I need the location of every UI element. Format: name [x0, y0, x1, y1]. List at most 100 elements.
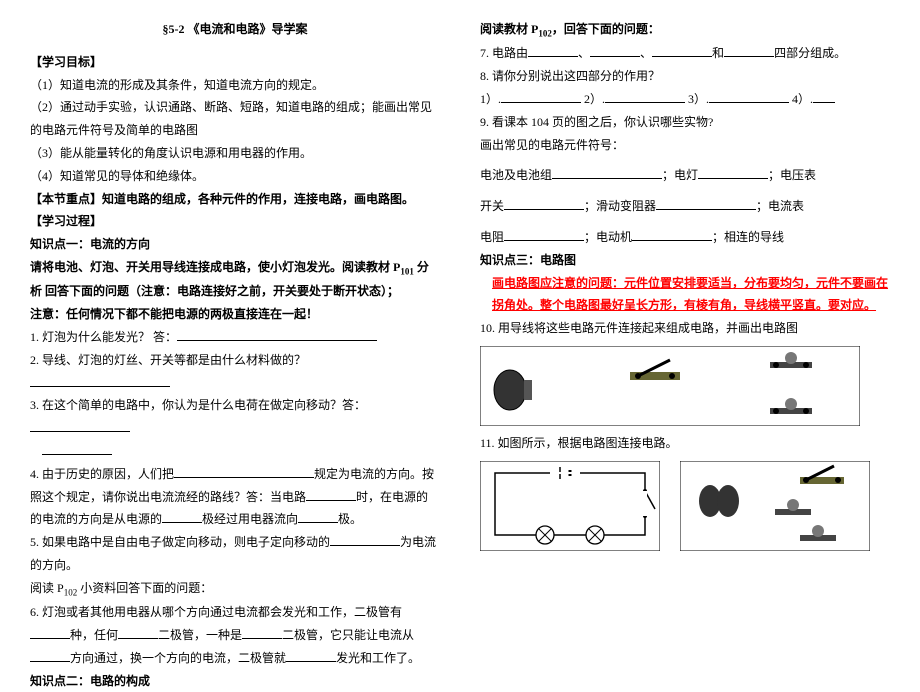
q9b: 画出常见的电路元件符号：: [480, 134, 890, 157]
kp1-intro-sub: 101: [400, 266, 414, 276]
read-head-sub: 102: [538, 28, 552, 38]
q1: 1. 灯泡为什么能发光？ 答：: [30, 326, 440, 349]
q8-parts: 1）. 2）. 3）. 4）.: [480, 88, 890, 111]
q3-text: 3. 在这个简单的电路中，你认为是什么电荷在做定向移动？答：: [30, 398, 366, 412]
q3: 3. 在这个简单的电路中，你认为是什么电荷在做定向移动？答：: [30, 394, 440, 440]
q7b: 、: [578, 46, 590, 60]
components-diagram-icon: [480, 346, 860, 426]
sym3a: 电阻: [480, 230, 504, 244]
q7c: 、: [640, 46, 652, 60]
q7: 7. 电路由、、和四部分组成。: [480, 42, 890, 65]
q8b4: [813, 89, 835, 103]
readp102-a: 阅读 P: [30, 581, 64, 595]
q5a: 5. 如果电路中是自由电子做定向移动，则电子定向移动的: [30, 535, 330, 549]
readp102-sub: 102: [64, 587, 78, 597]
physical-components-icon: [680, 461, 870, 551]
sym2a: 开关: [480, 199, 504, 213]
q7a: 7. 电路由: [480, 46, 528, 60]
kp1-warning: 注意：任何情况下都不能把电源的两极直接连在一起！: [30, 303, 440, 326]
q4a: 4. 由于历史的原因，人们把: [30, 467, 174, 481]
q3-blank: [30, 418, 130, 432]
sym3b: ；电动机: [584, 230, 632, 244]
read-head-b: ，回答下面的问题：: [552, 22, 660, 36]
goal-1: （1）知道电流的形成及其条件，知道电流方向的规定。: [30, 74, 440, 97]
sym2c: ；电流表: [756, 199, 804, 213]
kp2-heading: 知识点二：电路的构成: [30, 670, 440, 692]
sym1-blank1: [552, 165, 662, 179]
goal-2: （2）通过动手实验，认识通路、断路、短路，知道电路的组成；能画出常见的电路元件符…: [30, 96, 440, 142]
q8b1: [501, 89, 581, 103]
q4-blank2: [306, 486, 356, 500]
q8: 8. 请你分别说出这四部分的作用？: [480, 65, 890, 88]
kp1-intro-a: 请将电池、灯泡、开关用导线连接成电路，使小灯泡发光。阅读教材 P: [30, 260, 400, 274]
goals-heading: 【学习目标】: [30, 51, 440, 74]
process-heading: 【学习过程】: [30, 210, 440, 233]
q6a: 6. 灯泡或者其他用电器从哪个方向通过电流都会发光和工作，二极管有: [30, 605, 402, 619]
q8b2: [605, 89, 685, 103]
q4e: 极。: [338, 512, 362, 526]
q6-blank2: [118, 625, 158, 639]
q6-blank5: [286, 648, 336, 662]
q4-blank4: [298, 509, 338, 523]
focus-heading: 【本节重点】知道电路的组成，各种元件的作用，连接电路，画电路图。: [30, 188, 440, 211]
q6e: 方向通过，换一个方向的电流，二极管就: [70, 651, 286, 665]
sym-row-3: 电阻 ；电动机 ；相连的导线: [480, 226, 890, 249]
q5: 5. 如果电路中是自由电子做定向移动，则电子定向移动的为电流的方向。: [30, 531, 440, 577]
q2-blank: [30, 372, 170, 386]
q10-figure: [480, 346, 890, 426]
q4: 4. 由于历史的原因，人们把规定为电流的方向。按照这个规定，请你说出电流流经的路…: [30, 463, 440, 531]
q11-figure: [480, 461, 890, 551]
right-column: 阅读教材 P102，回答下面的问题： 7. 电路由、、和四部分组成。 8. 请你…: [480, 18, 890, 692]
q7-blank3: [652, 43, 712, 57]
sym1b: ；电灯: [662, 168, 698, 182]
read-p102: 阅读 P102 小资料回答下面的问题：: [30, 577, 440, 601]
readp102-b: 小资料回答下面的问题：: [77, 581, 212, 595]
q3-blank2: [42, 441, 112, 455]
sym3-blank1: [504, 227, 584, 241]
q4-blank1: [174, 463, 314, 477]
read-head-a: 阅读教材 P: [480, 22, 538, 36]
goal-3: （3）能从能量转化的角度认识电源和用电器的作用。: [30, 142, 440, 165]
q8-4: 4）.: [792, 92, 813, 106]
q8-2: 2）.: [584, 92, 605, 106]
q6c: 二极管，一种是: [158, 628, 242, 642]
q2: 2. 导线、灯泡的灯丝、开关等都是由什么材料做的？: [30, 349, 440, 395]
sym3-blank2: [632, 227, 712, 241]
q7-blank2: [590, 43, 640, 57]
kp1-heading: 知识点一：电流的方向: [30, 233, 440, 256]
circuit-schematic-icon: [480, 461, 660, 551]
sym-row-1: 电池及电池组 ；电灯 ；电压表: [480, 164, 890, 187]
q7e: 四部分组成。: [774, 46, 846, 60]
q8-3: 3）.: [688, 92, 709, 106]
sym3c: ；相连的导线: [712, 230, 784, 244]
kp3-note: 画电路图应注意的问题：元件位置安排要适当，分布要均匀，元件不要画在拐角处。整个电…: [480, 272, 890, 318]
sym1a: 电池及电池组: [480, 168, 552, 182]
kp3-heading: 知识点三：电路图: [480, 249, 890, 272]
sym2b: ；滑动变阻器: [584, 199, 656, 213]
page-columns: §5-2 《电流和电路》导学案 【学习目标】 （1）知道电流的形成及其条件，知道…: [30, 18, 890, 692]
q1-blank: [177, 327, 377, 341]
sym1-blank2: [698, 165, 768, 179]
q6-blank3: [242, 625, 282, 639]
kp1-intro: 请将电池、灯泡、开关用导线连接成电路，使小灯泡发光。阅读教材 P101 分析 回…: [30, 256, 440, 303]
q6b: 种，任何: [70, 628, 118, 642]
q8b3: [709, 89, 789, 103]
goal-4: （4）知道常见的导体和绝缘体。: [30, 165, 440, 188]
q11: 11. 如图所示，根据电路图连接电路。: [480, 432, 890, 455]
q1-text: 1. 灯泡为什么能发光？ 答：: [30, 330, 177, 344]
read-head: 阅读教材 P102，回答下面的问题：: [480, 18, 890, 42]
sym1c: ；电压表: [768, 168, 816, 182]
q4d: 极经过用电器流向: [202, 512, 298, 526]
sym-row-2: 开关 ；滑动变阻器 ；电流表: [480, 195, 890, 218]
q4-blank3: [162, 509, 202, 523]
q10: 10. 用导线将这些电路元件连接起来组成电路，并画出电路图: [480, 317, 890, 340]
q6-blank1: [30, 625, 70, 639]
q7-blank1: [528, 43, 578, 57]
sym2-blank2: [656, 196, 756, 210]
doc-title: §5-2 《电流和电路》导学案: [30, 18, 440, 41]
q6-blank4: [30, 648, 70, 662]
q6d: 二极管，它只能让电流从: [282, 628, 414, 642]
sym2-blank1: [504, 196, 584, 210]
q9a: 9. 看课本 104 页的图之后，你认识哪些实物?: [480, 111, 890, 134]
q7-blank4: [724, 43, 774, 57]
